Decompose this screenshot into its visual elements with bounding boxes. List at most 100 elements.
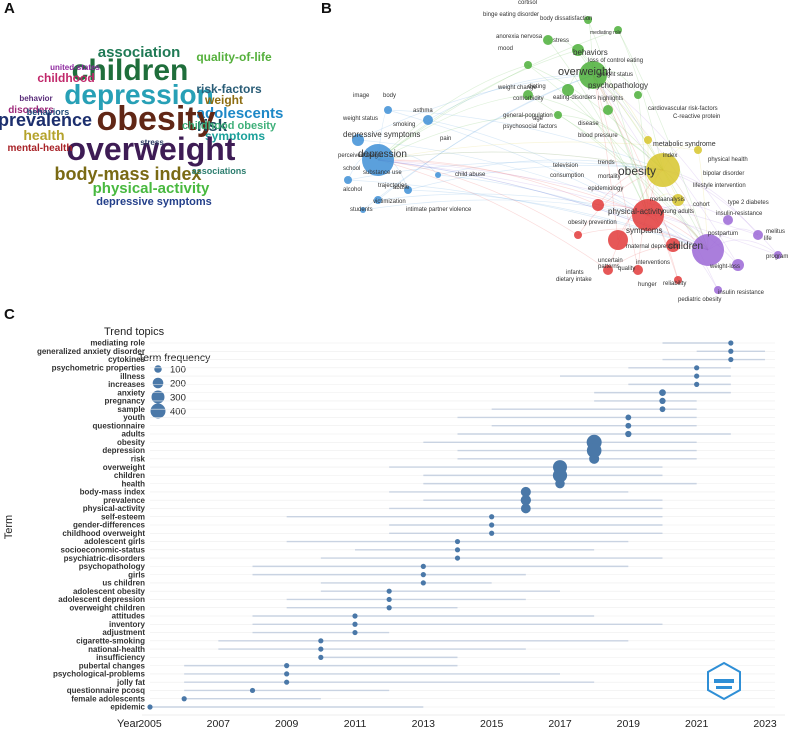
term-point <box>352 613 358 619</box>
network-node <box>435 172 441 178</box>
median-points <box>147 340 734 710</box>
network-edge <box>377 159 759 236</box>
network-label: obesity prevention <box>568 220 617 226</box>
network-label: trajectories <box>378 183 407 189</box>
network-edge <box>587 19 649 216</box>
network-edge <box>387 109 664 171</box>
term-label: psychiatric-disorders <box>64 554 146 563</box>
x-ticks: 2005 2007 2009 2011 2013 2015 2017 2019 2021 2023 <box>138 718 777 730</box>
network-label: body dissatisfaction <box>540 16 592 22</box>
network-label: physical health <box>708 157 748 163</box>
network-label: program <box>766 254 788 260</box>
term-point <box>489 522 495 528</box>
network-label: epidemiology <box>588 186 623 192</box>
network-edge <box>377 64 529 161</box>
network-label: body <box>383 93 396 99</box>
network-edge <box>577 49 664 171</box>
network-edge <box>592 74 729 221</box>
term-point <box>728 340 734 346</box>
term-point <box>586 443 602 458</box>
term-point <box>352 629 358 636</box>
term-point <box>694 365 700 371</box>
network-label: dieting <box>528 84 546 90</box>
word-cloud: associationchildrenchildhoodunited-state… <box>0 44 284 208</box>
x-tick-label: 2023 <box>753 718 777 730</box>
x-tick-label: 2017 <box>548 718 572 730</box>
network-label: physical-activity <box>608 207 664 216</box>
network-label: anorexia nervosa <box>496 34 543 40</box>
term-point <box>659 397 666 405</box>
network-label: comorbidity <box>513 96 544 102</box>
term-point <box>284 679 290 685</box>
wordcloud-word: depressive symptoms <box>96 196 212 208</box>
network-label: obesity <box>618 164 656 178</box>
term-label: sample <box>117 405 145 414</box>
wordcloud-word: physical-activity <box>93 180 210 197</box>
network-label: perceived weight <box>338 153 383 159</box>
network-edge <box>377 151 664 171</box>
network-label: intimate partner violence <box>406 207 472 213</box>
network-label: abuse <box>393 185 410 191</box>
term-label: mediating role <box>90 339 145 348</box>
network-node <box>632 199 664 231</box>
network-node <box>732 259 744 271</box>
term-label: generalized anxiety disorder <box>37 347 145 356</box>
network-edge <box>527 64 664 171</box>
network-label: hunger <box>638 282 657 288</box>
network-label: interventions <box>636 260 670 266</box>
x-tick-label: 2019 <box>617 718 641 730</box>
term-label: socioeconomic-status <box>61 546 146 555</box>
network-label: metaanalysis <box>650 197 685 203</box>
network-node <box>584 16 592 24</box>
network-edge <box>377 114 559 161</box>
network-edge <box>607 109 649 216</box>
network-label: behaviors <box>573 48 608 57</box>
term-label: childhood overweight <box>62 529 145 538</box>
term-label: risk <box>131 455 146 464</box>
size-legend-marker <box>152 377 164 389</box>
network-label: lifestyle intervention <box>693 183 746 189</box>
network-edge <box>527 64 709 251</box>
wordcloud-word: united-states <box>50 63 100 72</box>
network-label: psychopathology <box>588 81 648 90</box>
term-label: questionnaire <box>93 421 146 430</box>
term-label: overweight children <box>69 603 145 612</box>
size-legend-label: 100 <box>170 365 186 376</box>
wordcloud-word: symptoms <box>205 129 265 143</box>
term-label: obesity <box>117 438 146 447</box>
network-label: students <box>350 207 373 213</box>
wordcloud-word: behaviors <box>27 107 70 117</box>
term-point <box>520 503 531 514</box>
publisher-logo <box>707 661 741 701</box>
network-label: weight-loss <box>709 264 740 270</box>
network-edge <box>377 159 579 236</box>
network-label: uncertain <box>598 258 623 264</box>
wordcloud-word: adolescents <box>197 105 284 122</box>
wordcloud-word: disorders <box>8 105 54 116</box>
term-label: epidemic <box>110 703 145 712</box>
size-legend-label: 300 <box>170 393 186 404</box>
x-tick-label: 2011 <box>344 718 367 730</box>
range-lines <box>150 342 765 708</box>
term-label: body-mass index <box>80 488 146 497</box>
network-label: insulin resistance <box>718 290 765 296</box>
network-edge <box>377 151 664 171</box>
network-node <box>603 105 613 115</box>
network-edge <box>437 174 709 251</box>
network-label: victimization <box>373 199 406 205</box>
network-label: image <box>353 93 370 99</box>
size-legend: Term frequency 100 200 300 400 <box>138 352 211 419</box>
network-label: stress <box>553 38 569 44</box>
term-point <box>694 381 700 387</box>
network-node <box>774 251 782 259</box>
network-node <box>592 199 604 211</box>
network-label: pain <box>440 136 451 142</box>
network-edge <box>527 94 664 171</box>
network-edge <box>362 199 649 216</box>
term-point <box>454 547 461 553</box>
term-label: self-esteem <box>101 512 145 521</box>
network-edge <box>592 74 639 271</box>
network-label: substance use <box>363 170 402 176</box>
term-point <box>386 596 392 603</box>
